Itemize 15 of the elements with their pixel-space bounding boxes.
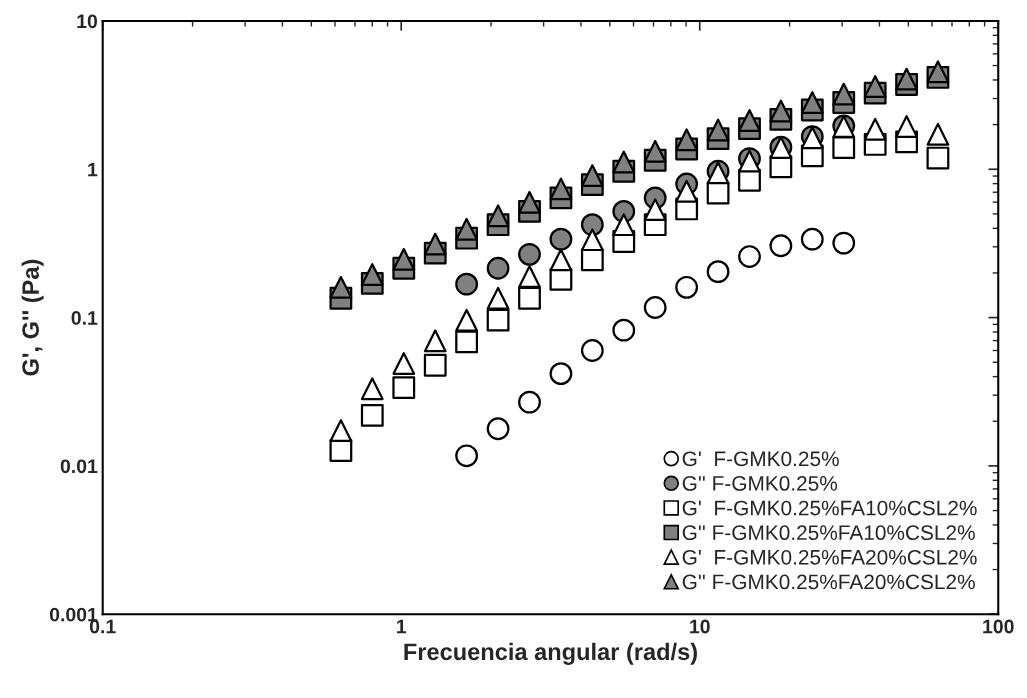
y-tick-label: 10 — [77, 14, 98, 29]
y-tick-label: 0.1 — [71, 311, 98, 325]
y-tick-label: 0.01 — [60, 459, 98, 474]
y-axis-title: G', G'' (Pa) — [21, 259, 44, 376]
legend-label: G' F-GMK0.25%FA20%CSL2% — [682, 549, 977, 565]
x-tick-label: 10 — [690, 619, 710, 634]
x-axis-title: Frecuencia angular (rad/s) — [404, 642, 697, 665]
y-tick-label: 1 — [88, 162, 98, 177]
legend-label: G'' F-GMK0.25%FA10%CSL2% — [682, 525, 975, 541]
x-tick-label: 100 — [983, 619, 1014, 634]
legend-label: G'' F-GMK0.25% — [682, 476, 838, 491]
legend-label: G' F-GMK0.25% — [682, 451, 839, 467]
legend-label: G'' F-GMK0.25%FA20%CSL2% — [682, 574, 975, 590]
legend-label: G' F-GMK0.25%FA10%CSL2% — [682, 500, 977, 516]
x-tick-label: 1 — [397, 619, 407, 634]
